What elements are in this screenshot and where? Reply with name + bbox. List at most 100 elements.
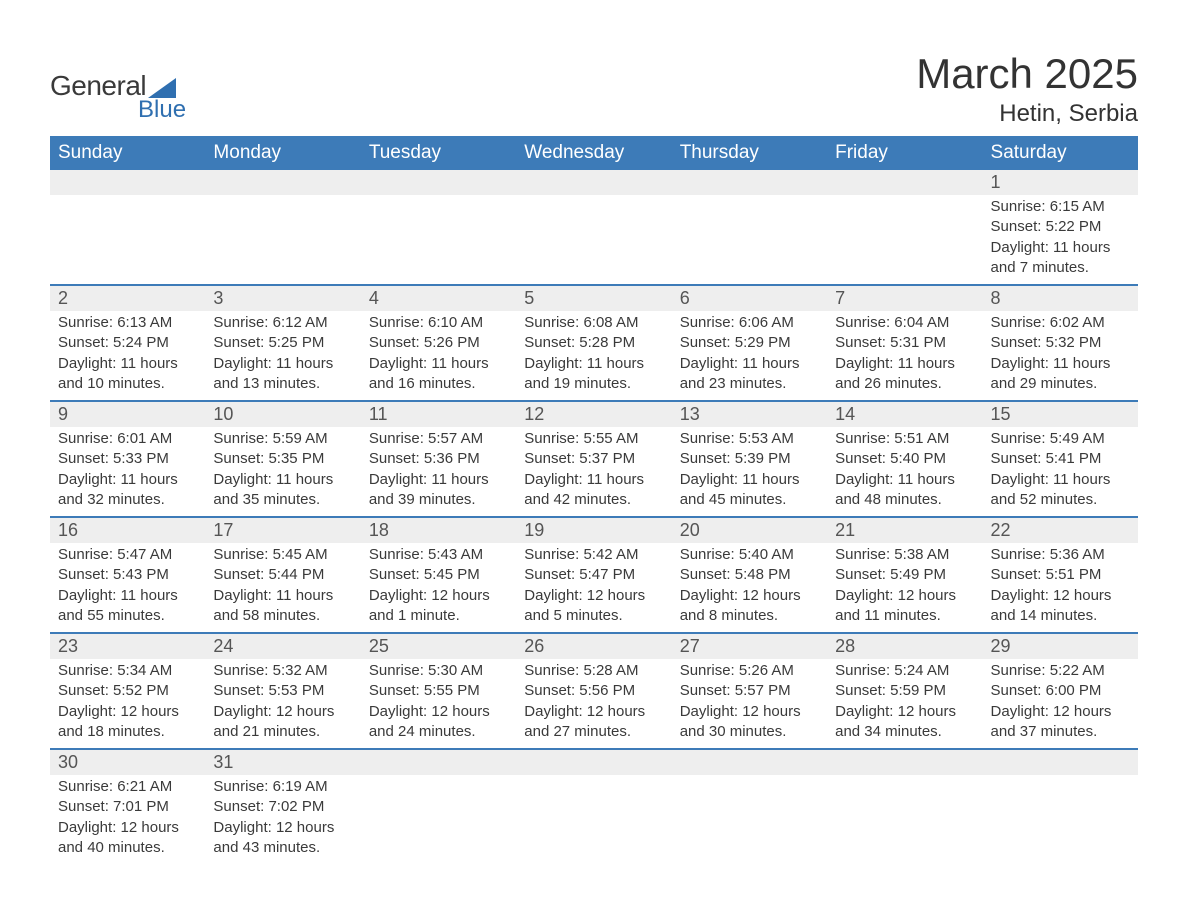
- weekday-header: Tuesday: [361, 136, 516, 170]
- weekday-header: Saturday: [983, 136, 1138, 170]
- sunrise-text: Sunrise: 5:28 AM: [524, 661, 663, 681]
- day-details-cell: Sunrise: 5:34 AMSunset: 5:52 PMDaylight:…: [50, 659, 205, 749]
- daylight-text: Daylight: 12 hours and 24 minutes.: [369, 702, 508, 743]
- day-details-cell: Sunrise: 5:38 AMSunset: 5:49 PMDaylight:…: [827, 543, 982, 633]
- day-details-cell: Sunrise: 5:28 AMSunset: 5:56 PMDaylight:…: [516, 659, 671, 749]
- sunrise-text: Sunrise: 6:06 AM: [680, 313, 819, 333]
- sunset-text: Sunset: 5:26 PM: [369, 333, 508, 353]
- daylight-text: Daylight: 11 hours and 26 minutes.: [835, 354, 974, 395]
- day-details-cell: Sunrise: 5:22 AMSunset: 6:00 PMDaylight:…: [983, 659, 1138, 749]
- day-number: 22: [983, 518, 1138, 543]
- day-number: 14: [827, 402, 982, 427]
- day-number: 27: [672, 634, 827, 659]
- sunset-text: Sunset: 5:39 PM: [680, 449, 819, 469]
- day-number: 12: [516, 402, 671, 427]
- sunrise-text: Sunrise: 6:15 AM: [991, 197, 1130, 217]
- sunset-text: Sunset: 5:32 PM: [991, 333, 1130, 353]
- day-number-cell: 27: [672, 633, 827, 659]
- day-details-cell: Sunrise: 6:13 AMSunset: 5:24 PMDaylight:…: [50, 311, 205, 401]
- sunset-text: Sunset: 5:36 PM: [369, 449, 508, 469]
- sunrise-text: Sunrise: 5:53 AM: [680, 429, 819, 449]
- day-number-cell: 23: [50, 633, 205, 659]
- day-number-row: 2345678: [50, 285, 1138, 311]
- sunrise-text: Sunrise: 6:13 AM: [58, 313, 197, 333]
- day-number: 6: [672, 286, 827, 311]
- location: Hetin, Serbia: [916, 100, 1138, 128]
- day-details-cell: Sunrise: 5:32 AMSunset: 5:53 PMDaylight:…: [205, 659, 360, 749]
- weekday-header: Thursday: [672, 136, 827, 170]
- calendar-table: Sunday Monday Tuesday Wednesday Thursday…: [50, 136, 1138, 864]
- logo-text-blue: Blue: [138, 96, 186, 124]
- weekday-header: Sunday: [50, 136, 205, 170]
- sunset-text: Sunset: 5:49 PM: [835, 565, 974, 585]
- day-number-cell: 15: [983, 401, 1138, 427]
- day-number-cell: [50, 170, 205, 195]
- day-details-cell: Sunrise: 6:02 AMSunset: 5:32 PMDaylight:…: [983, 311, 1138, 401]
- sunset-text: Sunset: 5:35 PM: [213, 449, 352, 469]
- day-number-row: 1: [50, 170, 1138, 195]
- sunset-text: Sunset: 5:22 PM: [991, 217, 1130, 237]
- day-details-cell: [205, 195, 360, 285]
- day-number: 30: [50, 750, 205, 775]
- day-details-cell: Sunrise: 6:10 AMSunset: 5:26 PMDaylight:…: [361, 311, 516, 401]
- daylight-text: Daylight: 12 hours and 5 minutes.: [524, 586, 663, 627]
- day-details-cell: Sunrise: 6:08 AMSunset: 5:28 PMDaylight:…: [516, 311, 671, 401]
- weekday-header-row: Sunday Monday Tuesday Wednesday Thursday…: [50, 136, 1138, 170]
- day-details-cell: Sunrise: 5:40 AMSunset: 5:48 PMDaylight:…: [672, 543, 827, 633]
- day-number: 24: [205, 634, 360, 659]
- day-number: 9: [50, 402, 205, 427]
- day-details-cell: [516, 195, 671, 285]
- daylight-text: Daylight: 11 hours and 13 minutes.: [213, 354, 352, 395]
- day-number-cell: [205, 170, 360, 195]
- day-details-cell: Sunrise: 5:45 AMSunset: 5:44 PMDaylight:…: [205, 543, 360, 633]
- day-details-cell: [361, 775, 516, 864]
- daylight-text: Daylight: 12 hours and 30 minutes.: [680, 702, 819, 743]
- sunrise-text: Sunrise: 5:38 AM: [835, 545, 974, 565]
- daylight-text: Daylight: 12 hours and 14 minutes.: [991, 586, 1130, 627]
- sunrise-text: Sunrise: 6:12 AM: [213, 313, 352, 333]
- sunset-text: Sunset: 5:45 PM: [369, 565, 508, 585]
- day-details-cell: Sunrise: 6:15 AMSunset: 5:22 PMDaylight:…: [983, 195, 1138, 285]
- day-number-cell: 4: [361, 285, 516, 311]
- day-details-cell: Sunrise: 5:57 AMSunset: 5:36 PMDaylight:…: [361, 427, 516, 517]
- sunset-text: Sunset: 5:37 PM: [524, 449, 663, 469]
- day-number-cell: 19: [516, 517, 671, 543]
- day-details-row: Sunrise: 6:21 AMSunset: 7:01 PMDaylight:…: [50, 775, 1138, 864]
- day-number-cell: [983, 749, 1138, 775]
- day-number: 20: [672, 518, 827, 543]
- day-number-row: 16171819202122: [50, 517, 1138, 543]
- day-number-row: 9101112131415: [50, 401, 1138, 427]
- day-details-row: Sunrise: 5:34 AMSunset: 5:52 PMDaylight:…: [50, 659, 1138, 749]
- day-number-cell: [672, 749, 827, 775]
- logo-text-general: General: [50, 70, 146, 102]
- sunrise-text: Sunrise: 6:21 AM: [58, 777, 197, 797]
- sunset-text: Sunset: 5:40 PM: [835, 449, 974, 469]
- day-number-cell: 11: [361, 401, 516, 427]
- day-number-cell: 3: [205, 285, 360, 311]
- day-details-cell: [672, 195, 827, 285]
- day-details-cell: [672, 775, 827, 864]
- day-number-cell: 8: [983, 285, 1138, 311]
- day-number-cell: 7: [827, 285, 982, 311]
- day-number: 3: [205, 286, 360, 311]
- day-number: 26: [516, 634, 671, 659]
- day-number-cell: 26: [516, 633, 671, 659]
- day-number-cell: 6: [672, 285, 827, 311]
- day-number-cell: 16: [50, 517, 205, 543]
- day-number-cell: 18: [361, 517, 516, 543]
- day-number-cell: 28: [827, 633, 982, 659]
- sunset-text: Sunset: 5:52 PM: [58, 681, 197, 701]
- day-number-cell: [827, 170, 982, 195]
- day-details-row: Sunrise: 6:13 AMSunset: 5:24 PMDaylight:…: [50, 311, 1138, 401]
- day-number: 23: [50, 634, 205, 659]
- sunrise-text: Sunrise: 5:42 AM: [524, 545, 663, 565]
- daylight-text: Daylight: 11 hours and 10 minutes.: [58, 354, 197, 395]
- day-number-cell: 1: [983, 170, 1138, 195]
- daylight-text: Daylight: 11 hours and 7 minutes.: [991, 238, 1130, 279]
- day-number-cell: 12: [516, 401, 671, 427]
- daylight-text: Daylight: 12 hours and 18 minutes.: [58, 702, 197, 743]
- sunrise-text: Sunrise: 6:02 AM: [991, 313, 1130, 333]
- daylight-text: Daylight: 12 hours and 43 minutes.: [213, 818, 352, 859]
- sunset-text: Sunset: 5:25 PM: [213, 333, 352, 353]
- day-details-cell: Sunrise: 6:01 AMSunset: 5:33 PMDaylight:…: [50, 427, 205, 517]
